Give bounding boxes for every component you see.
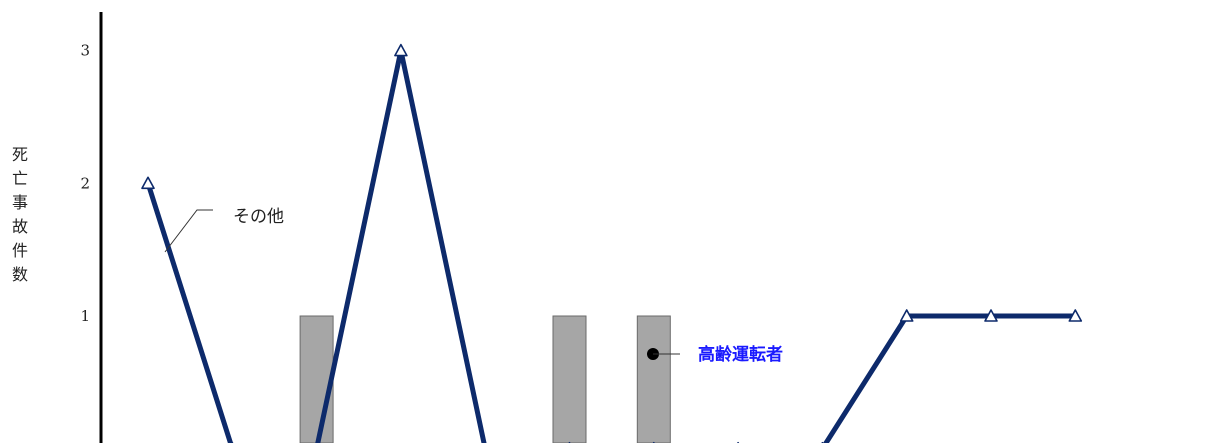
bar [552,315,587,443]
bar [636,315,671,443]
y-axis-label-char: 亡 [12,169,28,188]
elderly-series-label: 高齢運転者 [698,344,783,365]
y-axis-label-char: 死 [12,145,28,164]
line-point-marker [899,309,914,322]
other-leader-line [164,209,213,253]
y-axis-label-char: 事 [12,193,28,212]
series-line-other [145,48,1078,443]
y-axis-label-char: 件 [12,241,28,260]
bar [299,315,334,443]
y-tick-label: 2 [80,174,90,192]
y-axis-label-char: 数 [12,265,28,284]
line-point-marker [141,176,155,190]
line-point-marker [984,309,998,322]
line-point-marker [394,43,408,57]
other-series-label: その他 [233,207,284,227]
y-tick-label: 3 [80,42,90,60]
y-axis-label-char: 故 [12,217,28,236]
y-tick-label: 1 [80,307,90,325]
line-point-marker [1068,309,1083,322]
